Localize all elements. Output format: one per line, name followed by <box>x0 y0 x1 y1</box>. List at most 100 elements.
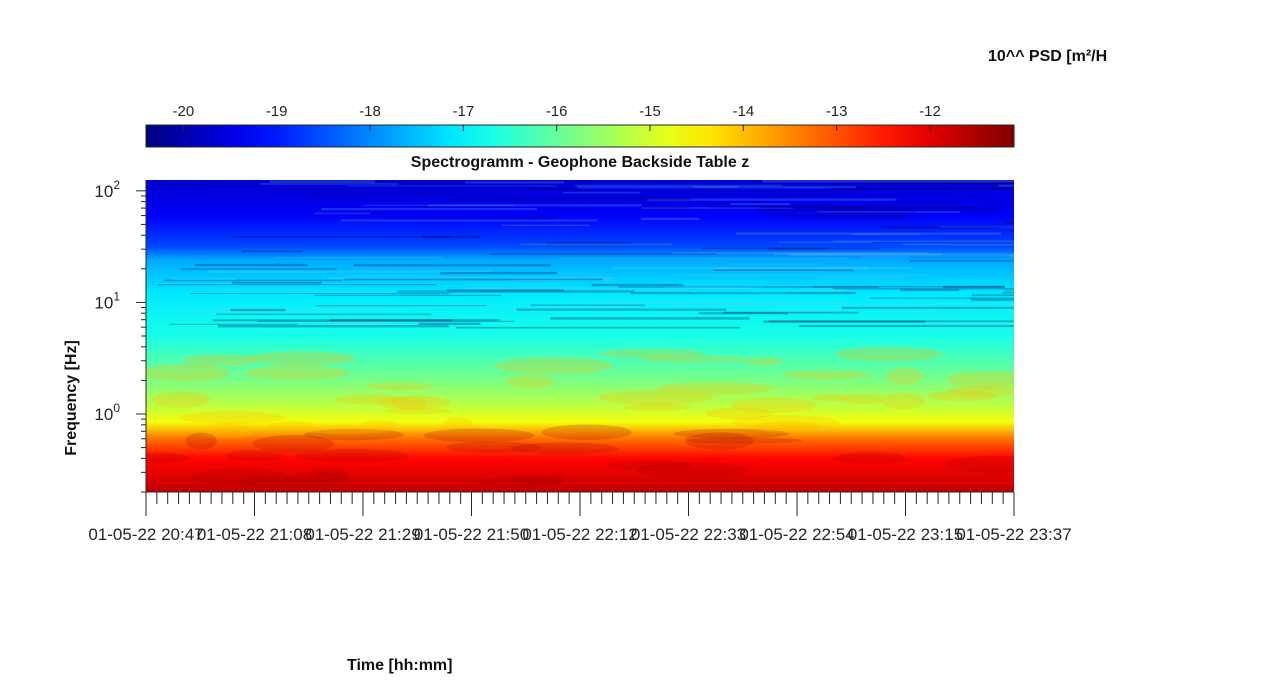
spectral-streak <box>767 247 829 250</box>
spectral-streak <box>832 287 1014 290</box>
spectral-streak <box>340 219 598 222</box>
spectral-streak <box>328 321 393 324</box>
spectral-streak <box>516 308 727 311</box>
spectrogram-plot-area <box>146 180 1014 492</box>
spectral-blob <box>687 437 803 444</box>
spectral-streak <box>702 247 880 250</box>
spectral-streak <box>730 263 817 265</box>
spectral-blob <box>673 428 790 439</box>
spectral-blob <box>183 354 258 367</box>
spectral-streak <box>713 269 854 272</box>
colorbar-tick-label: -17 <box>452 103 474 120</box>
spectral-blob <box>605 460 693 471</box>
spectral-streak <box>418 322 481 326</box>
spectral-streak <box>777 241 873 243</box>
spectral-streak <box>257 320 515 322</box>
spectral-streak <box>736 232 1002 235</box>
spectral-streak <box>163 279 343 282</box>
spectral-streak <box>900 288 960 292</box>
spectral-blob <box>623 403 691 411</box>
spectral-blob <box>361 420 397 429</box>
colorbar-tick-label: -15 <box>639 103 661 120</box>
spectral-streak <box>217 324 449 328</box>
spectral-blob <box>252 434 335 453</box>
spectral-blob <box>947 385 1014 398</box>
x-axis-label: Time [hh:mm] <box>347 657 453 674</box>
y-tick-exponent: 2 <box>113 178 120 192</box>
spectral-streak <box>613 266 912 269</box>
spectral-streak <box>231 236 451 238</box>
spectral-streak <box>348 185 558 187</box>
spectral-streak <box>817 211 917 215</box>
spectral-streak <box>169 323 298 325</box>
spectral-streak <box>515 299 779 301</box>
spectral-streak <box>305 194 458 196</box>
spectral-streak <box>618 286 879 288</box>
spectral-streak <box>259 183 399 185</box>
spectral-streak <box>767 214 908 217</box>
spectral-streak <box>273 256 443 259</box>
spectral-streak <box>640 206 691 209</box>
spectral-streak <box>939 226 1014 228</box>
spectral-streak <box>563 191 640 194</box>
spectral-blob <box>335 394 404 405</box>
spectral-streak <box>449 197 691 201</box>
spectral-streak <box>759 206 975 209</box>
spectral-blob <box>731 414 840 432</box>
spectral-streak <box>813 285 1005 288</box>
spectral-streak <box>970 298 1014 301</box>
spectral-streak <box>773 252 943 256</box>
spectrogram-field <box>146 180 1014 492</box>
spectral-streak <box>189 293 450 295</box>
spectral-streak <box>422 235 480 239</box>
spectral-blob <box>310 467 349 482</box>
spectral-streak <box>195 263 308 267</box>
spectral-blob <box>152 391 211 408</box>
spectral-blob <box>597 349 706 358</box>
spectral-blob <box>640 356 751 363</box>
spectral-streak <box>640 217 700 221</box>
spectral-streak <box>674 315 721 317</box>
colorbar-tick-label: -16 <box>546 103 568 120</box>
spectral-streak <box>455 326 741 329</box>
spectral-streak <box>885 227 992 229</box>
spectral-blob <box>384 407 453 415</box>
spectral-blob <box>656 382 774 395</box>
colorbar-tick-label: -20 <box>172 103 194 120</box>
y-tick-exponent: 0 <box>113 401 120 415</box>
spectral-blob <box>475 476 564 487</box>
spectral-blob <box>705 407 773 420</box>
spectral-streak <box>510 278 611 281</box>
spectral-streak <box>397 290 635 293</box>
x-tick-label: 01-05-22 22:12 <box>522 525 637 544</box>
spectral-blob <box>637 461 749 479</box>
colorbar-tick-label: -12 <box>919 103 941 120</box>
spectral-blob <box>442 417 474 433</box>
spectral-blob <box>730 397 818 413</box>
spectral-streak <box>641 207 794 209</box>
spectral-streak <box>353 264 552 267</box>
spectral-blob <box>782 370 869 380</box>
spectral-streak <box>155 181 210 183</box>
spectral-streak <box>180 268 337 270</box>
x-tick-label: 01-05-22 23:15 <box>848 525 963 544</box>
spectral-streak <box>796 289 846 292</box>
spectral-blob <box>191 468 290 487</box>
spectral-streak <box>574 184 781 186</box>
colorbar-label: 10^^ PSD [m²/H <box>988 48 1108 65</box>
y-tick-label: 100 <box>94 401 120 424</box>
spectral-streak <box>934 302 1014 305</box>
spectral-streak <box>440 271 557 275</box>
y-tick-base: 10 <box>94 405 113 424</box>
spectral-streak <box>830 187 1014 190</box>
spectral-streak <box>892 200 959 202</box>
colorbar-tick-label: -14 <box>732 103 754 120</box>
spectral-blob <box>304 428 405 441</box>
spectral-blob <box>146 364 230 382</box>
spectral-blob <box>506 374 555 389</box>
spectral-streak <box>631 291 857 295</box>
spectral-blob <box>238 477 329 488</box>
spectral-streak <box>903 243 1014 246</box>
spectral-blob <box>509 474 567 485</box>
